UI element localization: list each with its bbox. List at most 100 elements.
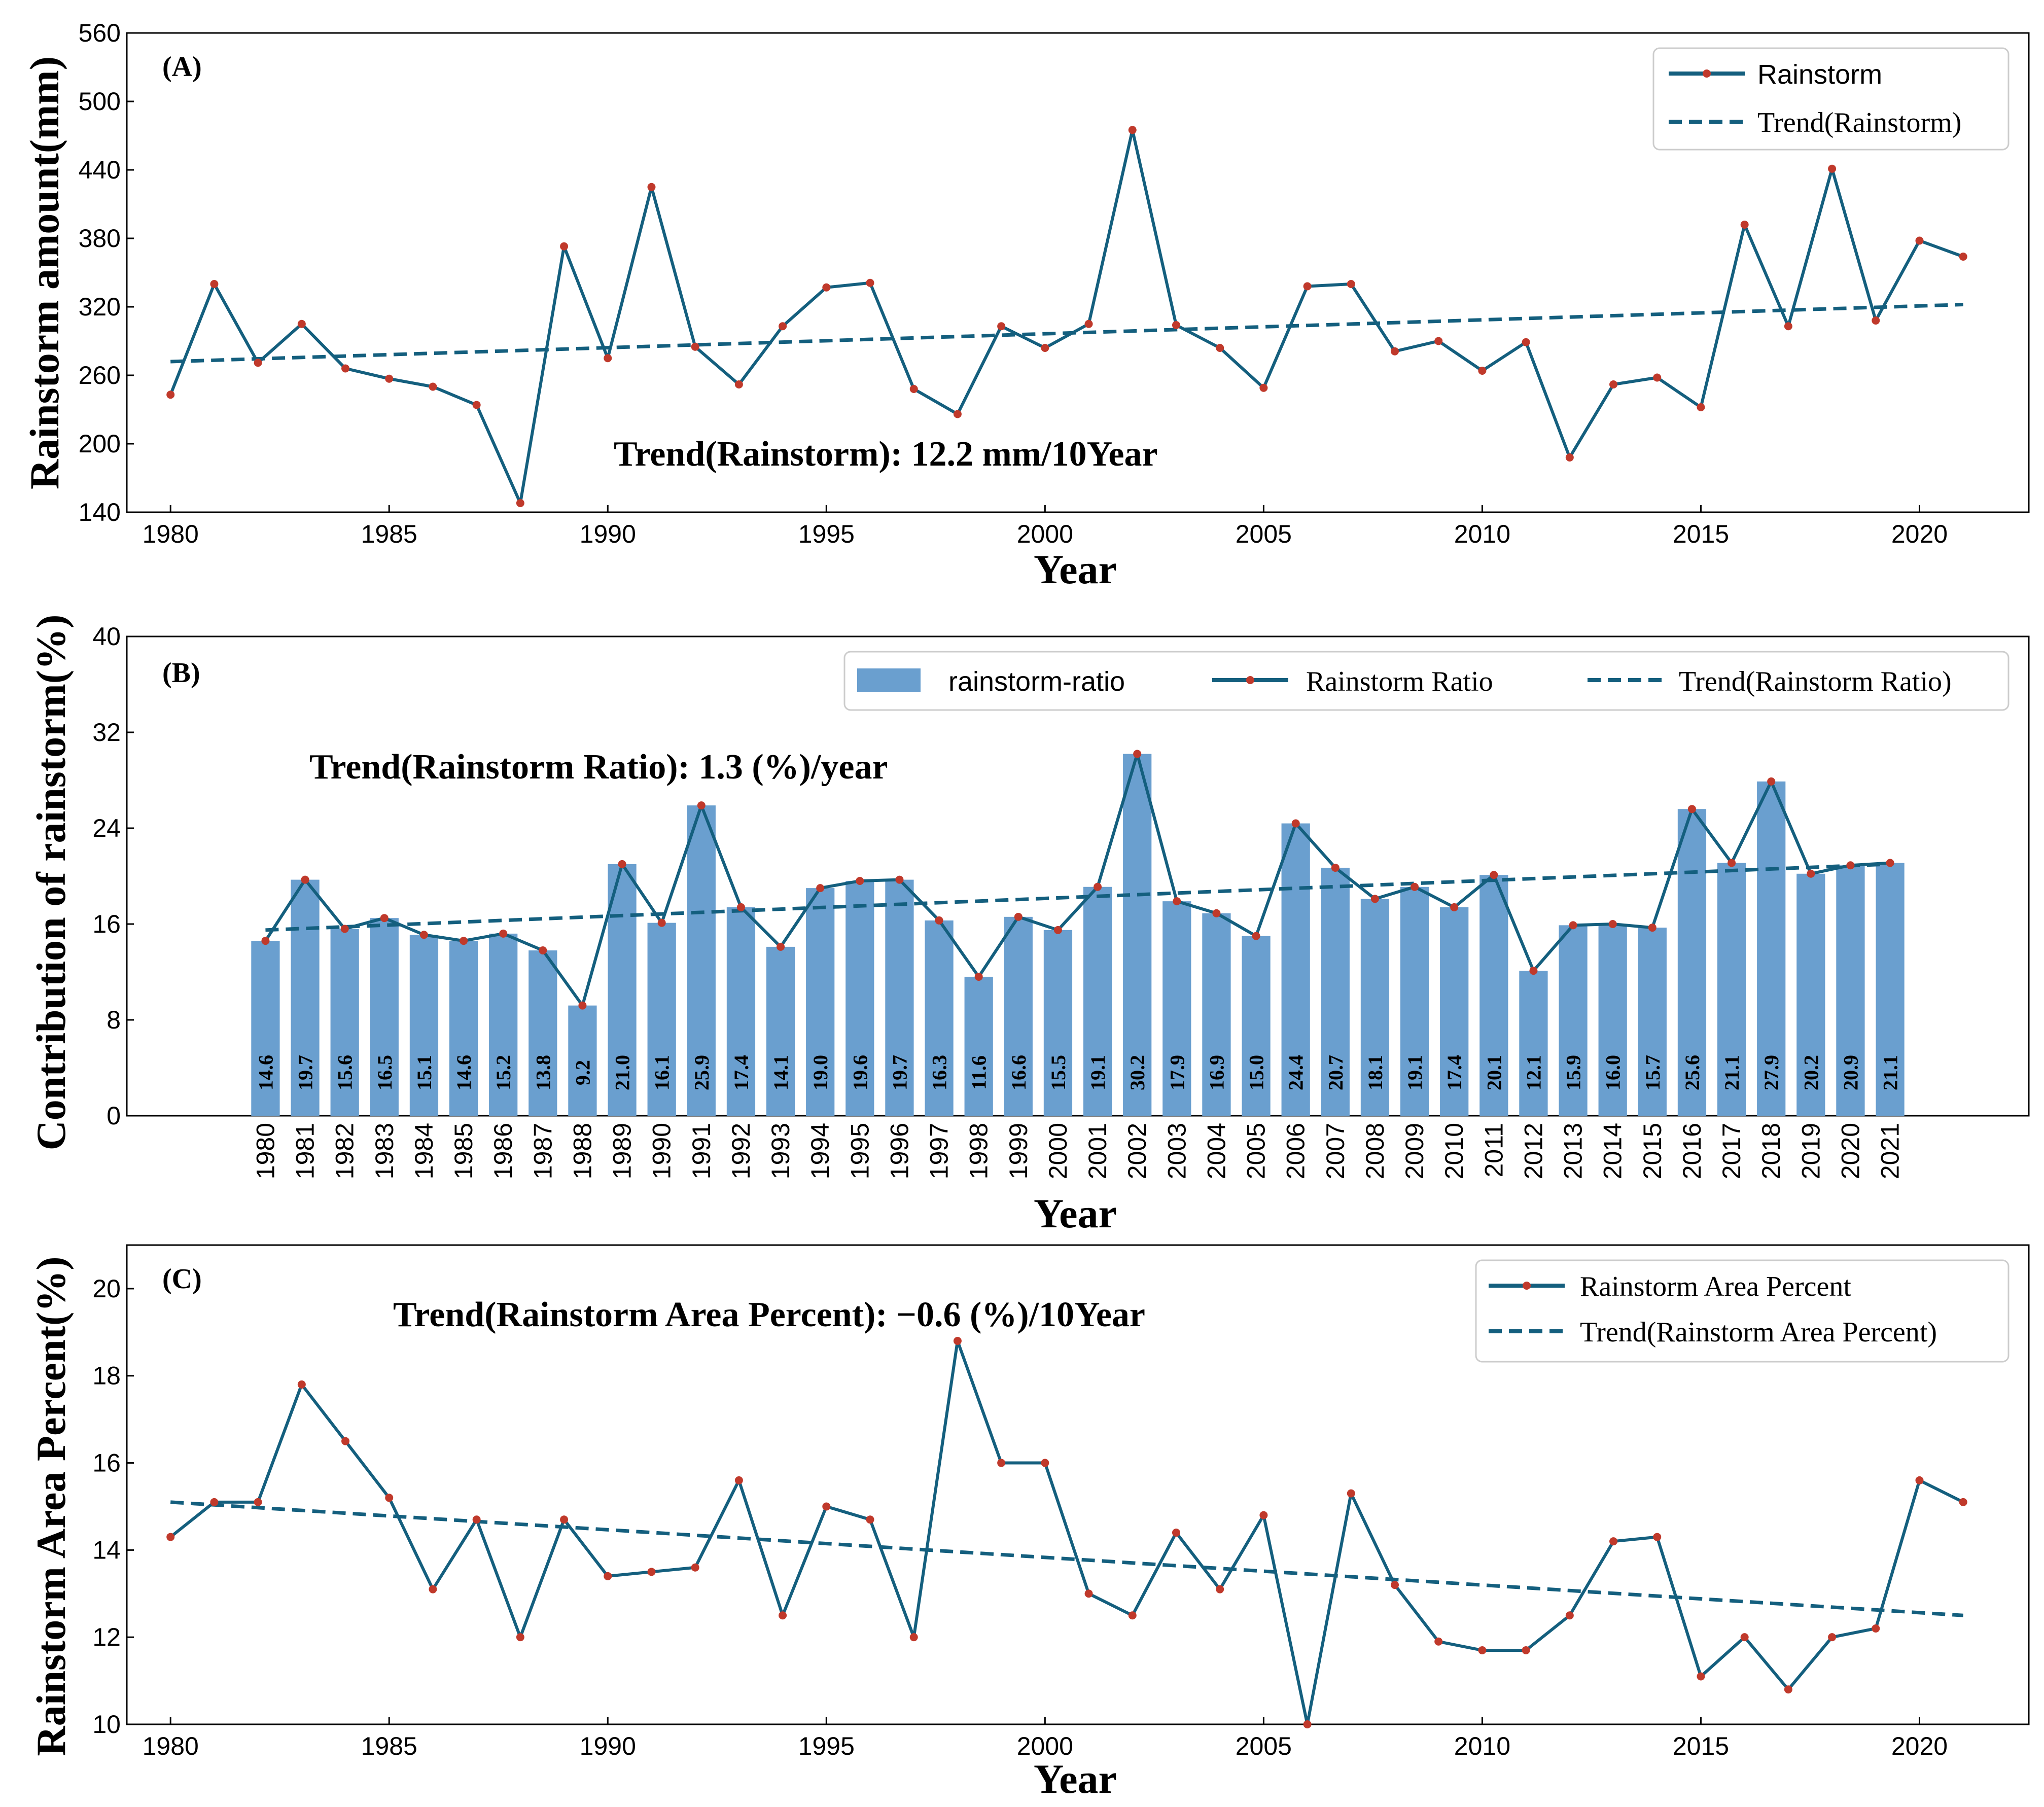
data-point	[1434, 337, 1443, 345]
data-point	[560, 1515, 569, 1524]
bar	[330, 929, 359, 1116]
x-tick-label: 1994	[806, 1123, 834, 1179]
x-tick-label: 1995	[798, 520, 855, 548]
bar	[1202, 913, 1231, 1116]
data-point	[866, 278, 874, 287]
data-point	[1084, 1589, 1093, 1598]
data-point	[1828, 164, 1837, 173]
bar-label: 17.9	[1166, 1055, 1188, 1090]
data-point	[1828, 1633, 1837, 1642]
x-tick-label: 2020	[1891, 520, 1948, 548]
bar-label: 16.3	[928, 1055, 951, 1090]
data-point	[1128, 1611, 1137, 1620]
data-point	[1391, 347, 1399, 356]
legend-a-item-0: Rainstorm	[1757, 59, 1882, 90]
x-tick-label: 2009	[1400, 1123, 1429, 1179]
data-point	[1959, 1498, 1967, 1506]
bar-label: 14.6	[254, 1055, 277, 1090]
panel-b-xlabel: Year	[1034, 1190, 1117, 1236]
x-tick-label: 1995	[798, 1732, 855, 1760]
panel-a-annotation: Trend(Rainstorm): 12.2 mm/10Year	[614, 435, 1158, 474]
bar-label: 15.9	[1562, 1055, 1585, 1090]
data-point	[1784, 1685, 1792, 1694]
legend-b-item-1: Rainstorm Ratio	[1306, 666, 1493, 697]
y-tick-label: 24	[92, 814, 121, 842]
panel-c-label: (C)	[162, 1263, 202, 1295]
bar-label: 19.6	[849, 1055, 871, 1090]
bar	[1876, 863, 1905, 1116]
data-point	[647, 183, 656, 191]
data-point	[1450, 903, 1459, 911]
data-point	[385, 1494, 394, 1502]
data-point	[560, 242, 569, 251]
y-tick-label: 8	[107, 1006, 121, 1034]
y-tick-label: 200	[79, 430, 121, 458]
panel-c-series	[166, 1337, 1967, 1728]
panel-c-legend-box	[1475, 1259, 2010, 1363]
bar-label: 15.0	[1245, 1055, 1268, 1090]
data-point	[516, 499, 524, 507]
bar	[1440, 907, 1469, 1116]
data-point	[1872, 316, 1880, 325]
data-point	[1434, 1637, 1443, 1646]
x-tick-label: 1984	[410, 1123, 438, 1179]
panel-a-label: (A)	[162, 51, 202, 83]
x-tick-label: 2000	[1017, 520, 1073, 548]
panel-a-xlabel: Year	[1034, 546, 1117, 592]
data-point	[734, 380, 743, 388]
data-point	[1252, 932, 1260, 940]
data-point	[578, 1001, 587, 1010]
y-tick-label: 140	[79, 498, 121, 526]
data-point	[1478, 1646, 1487, 1654]
y-tick-label: 16	[92, 1449, 121, 1477]
legend-b-marker	[1246, 676, 1254, 684]
data-point	[1569, 921, 1577, 930]
data-point	[657, 918, 666, 927]
data-point	[1522, 338, 1530, 346]
bar	[409, 935, 439, 1116]
data-point	[1784, 322, 1792, 331]
data-point	[1053, 926, 1062, 934]
panel-b-bars	[251, 754, 1905, 1116]
series-line	[264, 752, 1890, 1007]
bar	[1479, 875, 1508, 1116]
panel-b: 0 8 16 24 32 40 1980 1981 1982 1983 1984 1985 1986 19…	[28, 615, 2030, 1236]
panel-c-ylabel: Rainstorm Area Percent(%)	[28, 1256, 74, 1756]
data-point	[1915, 236, 1924, 245]
data-point	[1259, 1511, 1268, 1519]
data-point	[974, 972, 983, 981]
y-tick-label: 40	[92, 622, 121, 651]
data-point	[1846, 861, 1855, 870]
x-tick-label: 2000	[1017, 1732, 1073, 1760]
bar	[1321, 867, 1350, 1116]
data-point	[472, 401, 481, 409]
bar-label: 15.1	[413, 1055, 436, 1090]
legend-b-item-2: Trend(Rainstorm Ratio)	[1679, 666, 1952, 697]
bar	[1083, 887, 1112, 1116]
data-point	[1094, 882, 1102, 891]
bar	[726, 907, 756, 1116]
bar-label: 19.7	[294, 1055, 317, 1090]
panel-c-frame	[126, 1244, 2030, 1725]
bar-label: 21.1	[1879, 1055, 1902, 1090]
x-tick-label: 1985	[361, 520, 417, 548]
x-tick-label: 2011	[1479, 1123, 1508, 1178]
data-point	[1347, 280, 1355, 288]
legend-a-marker	[1703, 69, 1711, 78]
bar-label: 9.2	[571, 1060, 594, 1085]
data-point	[953, 410, 962, 418]
panel-b-ticks: 0 8 16 24 32 40 1980 1981 1982 1983 1984 1985 1986 19…	[92, 622, 1904, 1179]
bar	[1677, 809, 1707, 1116]
x-tick-label: 2014	[1599, 1123, 1627, 1179]
x-tick-label: 2001	[1083, 1123, 1112, 1179]
bar	[251, 941, 280, 1116]
x-tick-label: 1990	[580, 520, 636, 548]
data-point	[297, 1380, 306, 1389]
x-tick-label: 2020	[1836, 1123, 1864, 1179]
bar-label: 19.0	[809, 1055, 832, 1090]
panel-b-annotation: Trend(Rainstorm Ratio): 1.3 (%)/year	[309, 748, 888, 787]
data-point	[210, 1498, 219, 1506]
data-point	[1608, 920, 1617, 928]
data-point	[1609, 1537, 1618, 1546]
x-tick-label: 2010	[1454, 520, 1510, 548]
